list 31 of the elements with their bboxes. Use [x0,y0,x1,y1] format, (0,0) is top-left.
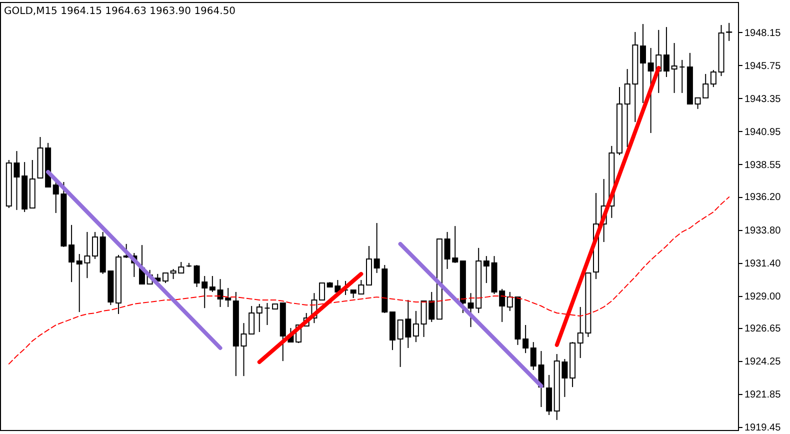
y-tick-label: 1940.95 [744,126,782,138]
y-tick-label: 1926.65 [744,324,782,335]
candlestick [671,42,678,94]
candlestick [499,288,506,322]
y-tick-label: 1919.45 [744,422,782,434]
candlestick [92,231,98,260]
candlestick [256,303,262,333]
candlestick [663,26,670,78]
candlestick [640,24,646,104]
y-tick-label: 1924.25 [744,356,782,368]
candlestick [68,224,75,283]
y-tick-label: 1929.00 [744,291,782,302]
y-tick-label: 1921.85 [744,390,782,401]
candlestick [319,282,326,300]
candlestick [209,276,216,292]
candlestick [522,324,529,354]
candlestick [546,374,552,416]
candlestick [412,310,419,343]
y-tick-label: 1933.80 [744,225,782,236]
candlestick [710,69,716,88]
candlestick [162,272,168,284]
candlestick [264,302,270,326]
y-tick-label: 1943.35 [744,94,782,105]
candlestick [374,222,380,274]
y-tick-label: 1945.75 [744,60,782,72]
candlestick [679,59,686,94]
chart-title: GOLD,M15 1964.15 1964.63 1963.90 1964.50 [4,6,236,17]
y-tick-label: 1948.15 [744,28,782,39]
y-tick-label: 1936.20 [744,192,782,204]
y-tick-label: 1931.40 [744,258,782,270]
y-tick-label: 1938.55 [744,160,782,171]
